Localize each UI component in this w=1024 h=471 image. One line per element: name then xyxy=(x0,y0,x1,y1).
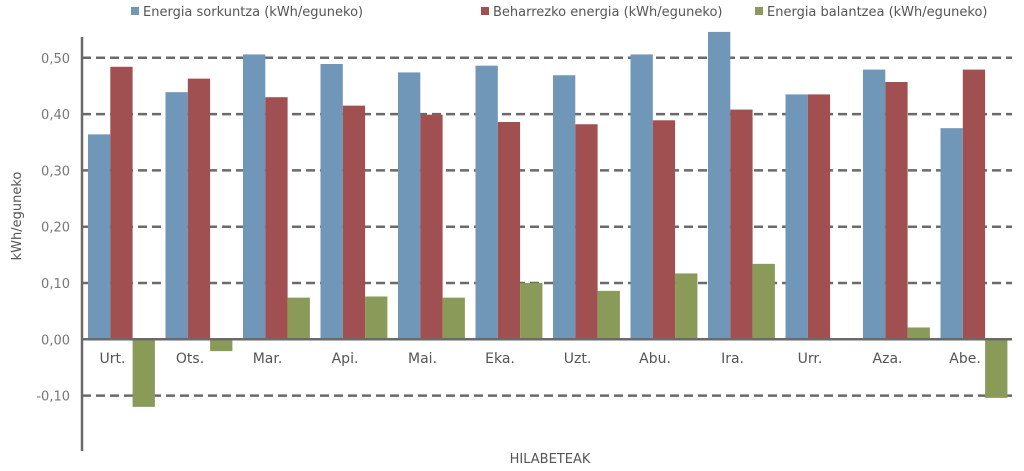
y-tick-label: 0,20 xyxy=(41,221,70,236)
bar xyxy=(940,128,963,340)
legend: Energia sorkuntza (kWh/eguneko) Beharrezk… xyxy=(131,5,987,20)
bar xyxy=(752,263,775,340)
bar xyxy=(597,290,620,340)
bar xyxy=(652,120,676,340)
axes: -0,10 0,00 0,10 0,20 0,30 0,40 0,50 Urt. Ots. Mar… xyxy=(36,37,1012,451)
x-tick-label: Mai. xyxy=(408,351,437,367)
bar xyxy=(807,94,831,340)
bar xyxy=(320,63,343,340)
y-tick-label: 0,50 xyxy=(41,52,70,67)
bar xyxy=(708,31,731,340)
bar xyxy=(187,78,211,340)
bar xyxy=(730,109,753,340)
y-tick-label: 0,40 xyxy=(41,108,70,123)
bar xyxy=(398,72,421,340)
bar xyxy=(265,97,288,340)
bar xyxy=(675,273,698,340)
x-tick-label: Mar. xyxy=(253,351,283,367)
bar xyxy=(520,283,543,340)
x-tick-label: Urr. xyxy=(798,351,823,367)
x-axis-label: HILABETEAK xyxy=(510,452,591,467)
bar xyxy=(342,105,366,340)
legend-label: Beharrezko energia (kWh/eguneko) xyxy=(493,5,722,20)
x-tick-label: Api. xyxy=(332,351,359,367)
x-tick-label: Eka. xyxy=(485,351,515,367)
y-tick-label: 0,00 xyxy=(41,333,70,348)
bar xyxy=(88,134,111,340)
bar xyxy=(497,121,521,340)
bar xyxy=(630,54,653,340)
gridlines xyxy=(82,56,1012,397)
legend-swatch xyxy=(131,7,139,15)
legend-swatch xyxy=(755,7,763,15)
legend-swatch xyxy=(481,7,489,15)
bar xyxy=(132,339,155,407)
y-tick-label: 0,30 xyxy=(41,164,70,179)
bar xyxy=(442,297,465,340)
x-tick-label: Aza. xyxy=(873,351,903,367)
y-tick-label: -0,10 xyxy=(36,390,70,405)
bar xyxy=(420,114,443,340)
bar xyxy=(575,124,598,340)
bar xyxy=(243,54,266,340)
bar xyxy=(907,327,930,340)
bar xyxy=(110,66,133,340)
x-tick-label: Abu. xyxy=(639,351,671,367)
x-tick-label: Ots. xyxy=(176,351,204,367)
bar xyxy=(785,94,808,340)
bar xyxy=(553,75,576,340)
x-tick-label: Ira. xyxy=(721,351,744,367)
x-tick-label: Abe. xyxy=(949,351,981,367)
bar xyxy=(985,339,1008,398)
x-tick-label: Urt. xyxy=(100,351,126,367)
y-tick-label: 0,10 xyxy=(41,277,70,292)
legend-label: Energia balantzea (kWh/eguneko) xyxy=(767,5,987,20)
legend-label: Energia sorkuntza (kWh/eguneko) xyxy=(143,5,363,20)
x-tick-label: Uzt. xyxy=(564,351,592,367)
bar xyxy=(365,296,388,340)
bar xyxy=(475,65,498,340)
bar xyxy=(287,297,310,340)
bar xyxy=(962,69,986,340)
bar xyxy=(863,69,886,340)
bar xyxy=(165,92,188,340)
bar xyxy=(210,339,233,352)
bar xyxy=(885,82,908,340)
y-axis-label: kWh/eguneko xyxy=(10,172,25,261)
bars xyxy=(88,31,1008,407)
